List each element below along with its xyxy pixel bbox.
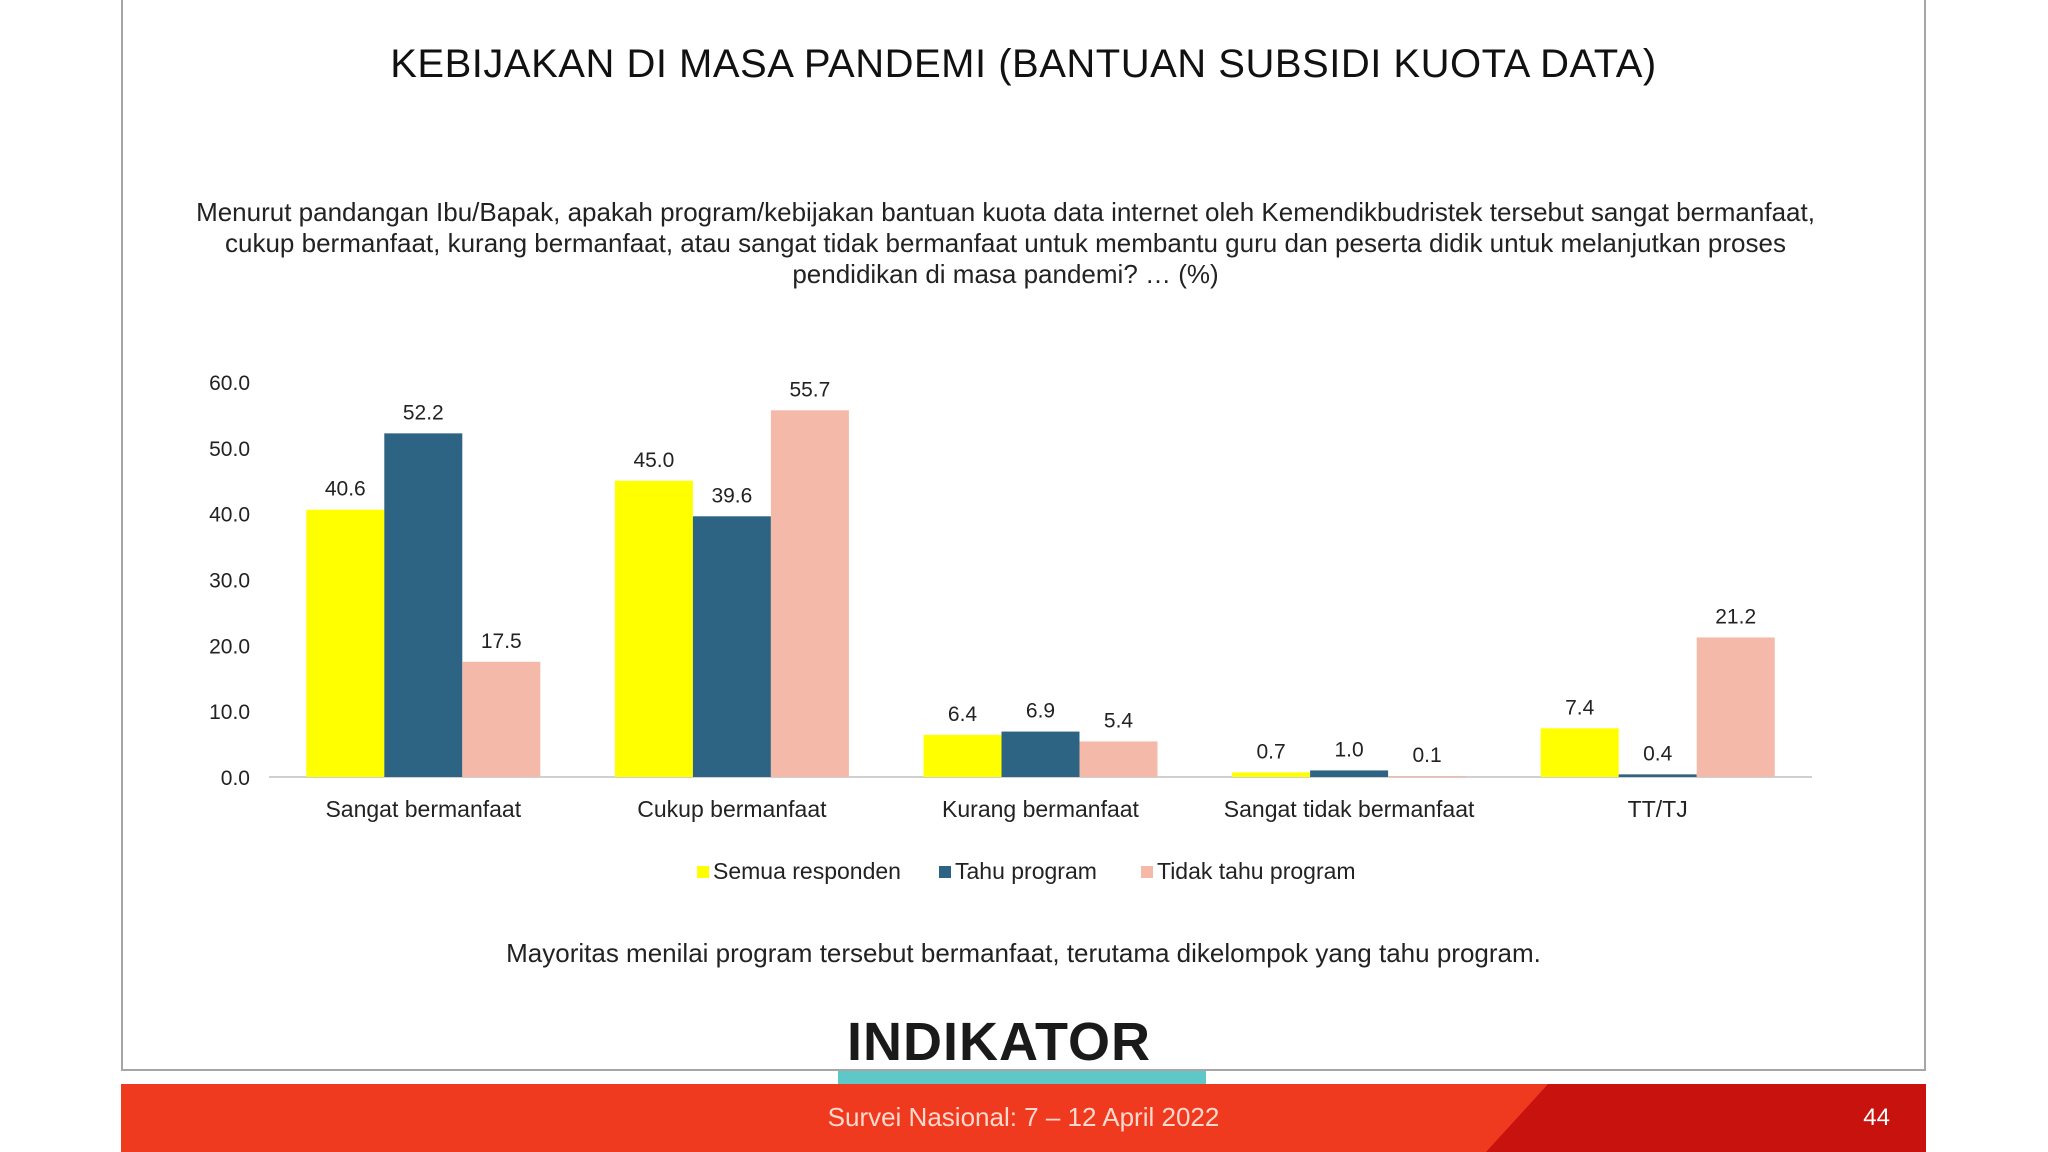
- bar: [1310, 770, 1389, 777]
- legend-item: Tahu program: [939, 858, 1097, 885]
- footer-accent-shape: [1486, 1084, 1926, 1152]
- x-tick-label: TT/TJ: [1628, 796, 1688, 822]
- y-tick-label: 10.0: [209, 701, 250, 724]
- bar: [384, 433, 463, 777]
- logo-text: INDIKATOR: [847, 1012, 1151, 1072]
- x-tick-label: Sangat tidak bermanfaat: [1224, 796, 1475, 822]
- data-label: 39.6: [711, 484, 752, 507]
- x-tick-label: Sangat bermanfaat: [325, 796, 521, 822]
- bar: [923, 734, 1002, 777]
- bar: [1696, 637, 1775, 777]
- bar: [1388, 776, 1467, 777]
- bar: [1540, 728, 1619, 777]
- bar: [614, 480, 693, 777]
- y-tick-label: 0.0: [221, 767, 250, 790]
- data-label: 0.1: [1412, 744, 1441, 767]
- footer-bar: Survei Nasional: 7 – 12 April 2022 44: [121, 1084, 1926, 1152]
- conclusion-text: Mayoritas menilai program tersebut berma…: [506, 938, 1541, 968]
- indikator-logo: INDIKATOR: [847, 1012, 1151, 1072]
- bar: [306, 509, 385, 777]
- bar: [1079, 741, 1158, 777]
- chart-labels: 40.6 52.2 17.5 45.0 39.6 55.7 6.4 6.9 5.4 0.7 1.0 0…: [325, 378, 1756, 767]
- data-label: 21.2: [1715, 605, 1756, 628]
- bar: [1001, 731, 1080, 777]
- survey-date: Survei Nasional: 7 – 12 April 2022: [827, 1102, 1220, 1132]
- legend-item: Semua responden: [697, 858, 901, 885]
- y-tick-label: 30.0: [209, 570, 250, 593]
- bar: [462, 661, 541, 777]
- data-label: 0.4: [1643, 742, 1673, 765]
- data-label: 52.2: [403, 401, 444, 424]
- data-label: 6.9: [1026, 700, 1055, 723]
- legend-swatch: [697, 865, 709, 878]
- bar: [692, 516, 771, 777]
- data-label: 6.4: [948, 703, 978, 726]
- legend-label: Semua responden: [713, 858, 901, 884]
- legend-swatch: [1141, 865, 1153, 878]
- data-label: 40.6: [325, 478, 366, 501]
- bar: [770, 410, 849, 777]
- y-tick-label: 50.0: [209, 438, 250, 461]
- page-number: 44: [1863, 1104, 1890, 1131]
- chart-bars: [306, 410, 1775, 777]
- bar: [1618, 774, 1697, 777]
- x-tick-label: Kurang bermanfaat: [942, 796, 1140, 822]
- data-label: 55.7: [789, 378, 830, 401]
- slide-title: KEBIJAKAN DI MASA PANDEMI (BANTUAN SUBSI…: [390, 42, 1657, 86]
- legend-label: Tidak tahu program: [1157, 858, 1356, 884]
- data-label: 0.7: [1256, 740, 1285, 763]
- survey-question: Menurut pandangan Ibu/Bapak, apakah prog…: [196, 197, 1815, 289]
- bar: [1232, 772, 1311, 777]
- data-label: 45.0: [633, 449, 674, 472]
- y-tick-label: 60.0: [209, 372, 250, 395]
- data-label: 17.5: [481, 630, 522, 653]
- legend-item: Tidak tahu program: [1141, 858, 1356, 885]
- data-label: 1.0: [1334, 738, 1363, 761]
- y-tick-label: 20.0: [209, 635, 250, 658]
- data-label: 5.4: [1104, 709, 1134, 732]
- legend-swatch: [939, 865, 951, 878]
- y-tick-label: 40.0: [209, 504, 250, 527]
- legend-label: Tahu program: [955, 858, 1097, 884]
- x-tick-label: Cukup bermanfaat: [637, 796, 827, 822]
- data-label: 7.4: [1565, 696, 1595, 719]
